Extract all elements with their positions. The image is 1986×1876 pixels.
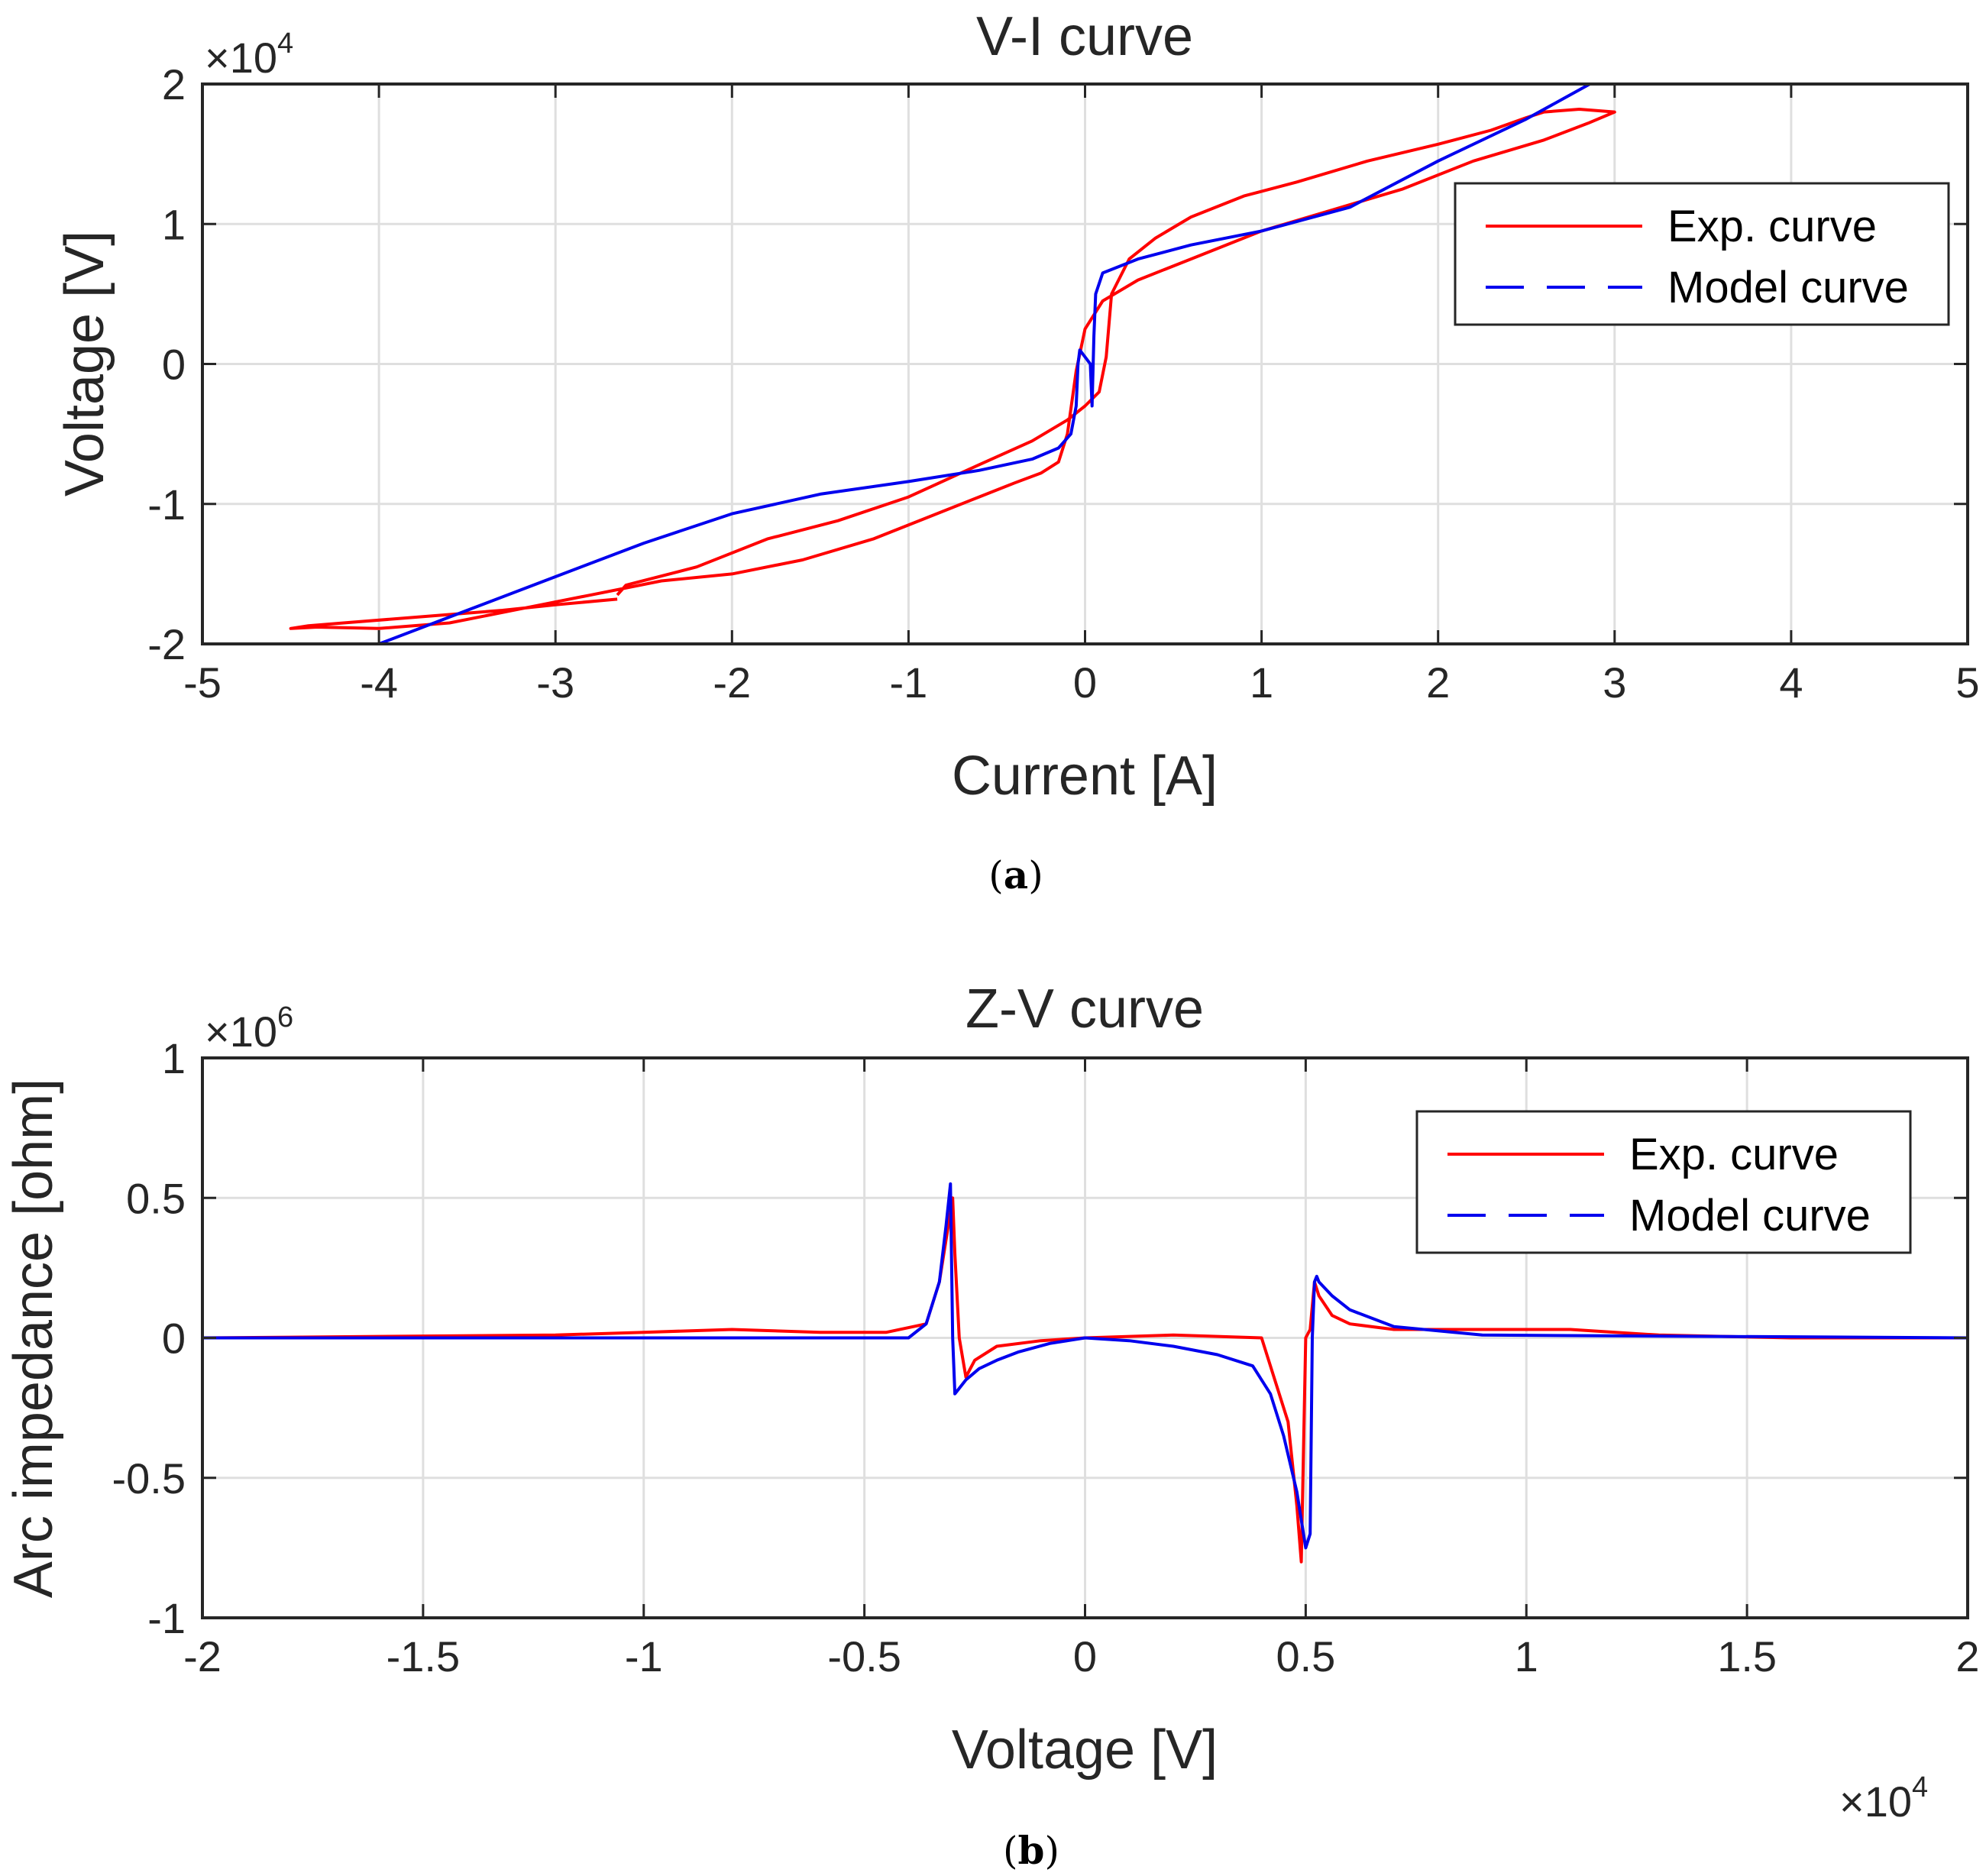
caption-a-letter: a <box>1004 852 1028 898</box>
zv-x-tick-label: -1 <box>625 1632 663 1680</box>
vi-x-axis-label: Current [A] <box>952 746 1218 807</box>
vi-y-multiplier-exp: 4 <box>277 27 293 60</box>
caption-b: (b) <box>1003 1828 1059 1873</box>
zv-y-tick-label: 0.5 <box>126 1174 186 1222</box>
zv-legend-exp-label: Exp. curve <box>1629 1130 1839 1179</box>
vi-x-tick-label: 1 <box>1250 658 1273 707</box>
zv-x-tick-label: 1 <box>1515 1632 1538 1680</box>
vi-exp-curve <box>289 108 1616 630</box>
vi-x-tick-label: -3 <box>536 658 574 707</box>
vi-x-tick-label: 0 <box>1073 658 1097 707</box>
zv-x-tick-label: 2 <box>1955 1632 1979 1680</box>
vi-model-curve <box>378 82 1591 645</box>
vi-y-axis-label: Voltage [V] <box>54 231 115 496</box>
zv-model-curve <box>202 1182 1968 1550</box>
vi-y-multiplier-base: ×10 <box>205 34 277 82</box>
zv-exp-curve <box>202 1196 1968 1564</box>
zv-x-tick-label: 1.5 <box>1717 1632 1777 1680</box>
vi-x-tick-label: -5 <box>183 658 222 707</box>
zv-y-tick-label: -1 <box>147 1594 186 1642</box>
zv-x-tick-label: 0.5 <box>1276 1632 1335 1680</box>
vi-y-tick-label: -2 <box>147 620 186 668</box>
zv-y-multiplier: ×106 <box>205 1001 293 1056</box>
vi-x-tick-label: 4 <box>1779 658 1803 707</box>
zv-legend-model-label: Model curve <box>1629 1191 1871 1240</box>
zv-chart: -2 -1.5 -1 -0.5 0 0.5 1 1.5 2 1 0.5 0 -0.5 -1 Z-V cur… <box>3 978 1980 1873</box>
vi-legend: Exp. curve Model curve <box>1454 182 1950 326</box>
zv-ticks: -2 -1.5 -1 -0.5 0 0.5 1 1.5 2 1 0.5 0 -0.5 -1 <box>112 1034 1980 1680</box>
zv-x-axis-label: Voltage [V] <box>952 1719 1218 1781</box>
caption-b-letter: b <box>1018 1828 1045 1873</box>
vi-legend-box <box>1454 182 1950 326</box>
vi-x-tick-label: 3 <box>1603 658 1626 707</box>
vi-y-tick-label: -1 <box>147 480 186 529</box>
zv-y-tick-label: 1 <box>162 1034 186 1082</box>
vi-y-tick-label: 2 <box>162 60 186 108</box>
zv-x-tick-label: -2 <box>183 1632 222 1680</box>
vi-legend-exp-label: Exp. curve <box>1667 202 1877 251</box>
vi-x-tick-label: -4 <box>360 658 398 707</box>
vi-y-tick-label: 0 <box>162 341 186 389</box>
zv-y-tick-label: -0.5 <box>112 1454 186 1502</box>
vi-chart: -5 -4 -3 -2 -1 0 1 2 3 4 5 2 1 0 -1 -2 V-I curve Curren… <box>54 6 1980 898</box>
zv-y-multiplier-base: ×10 <box>205 1008 277 1056</box>
vi-y-multiplier: ×104 <box>205 27 293 82</box>
vi-title: V-I curve <box>976 6 1193 67</box>
zv-x-tick-label: -0.5 <box>827 1632 901 1680</box>
zv-x-tick-label: -1.5 <box>387 1632 461 1680</box>
vi-x-tick-label: -2 <box>713 658 751 707</box>
vi-x-tick-label: 2 <box>1426 658 1450 707</box>
vi-y-tick-label: 1 <box>162 200 186 248</box>
zv-y-multiplier-exp: 6 <box>277 1001 293 1033</box>
vi-series-lines <box>289 82 1616 645</box>
vi-ticks: -5 -4 -3 -2 -1 0 1 2 3 4 5 2 1 0 -1 -2 <box>147 60 1979 707</box>
zv-x-multiplier-base: ×10 <box>1839 1777 1912 1826</box>
caption-a: (a) <box>988 852 1043 898</box>
zv-x-multiplier: ×104 <box>1839 1771 1928 1826</box>
zv-legend: Exp. curve Model curve <box>1415 1110 1912 1254</box>
zv-series-lines <box>202 1182 1968 1564</box>
vi-x-tick-label: 5 <box>1955 658 1979 707</box>
vi-x-tick-label: -1 <box>890 658 928 707</box>
zv-y-tick-label: 0 <box>162 1315 186 1363</box>
zv-x-multiplier-exp: 4 <box>1912 1771 1928 1803</box>
zv-legend-box <box>1415 1110 1912 1254</box>
zv-y-axis-label: Arc impedance [ohm] <box>3 1079 64 1598</box>
vi-legend-model-label: Model curve <box>1667 263 1909 312</box>
zv-x-tick-label: 0 <box>1073 1632 1097 1680</box>
zv-title: Z-V curve <box>966 978 1204 1040</box>
vi-grid <box>201 82 1969 645</box>
